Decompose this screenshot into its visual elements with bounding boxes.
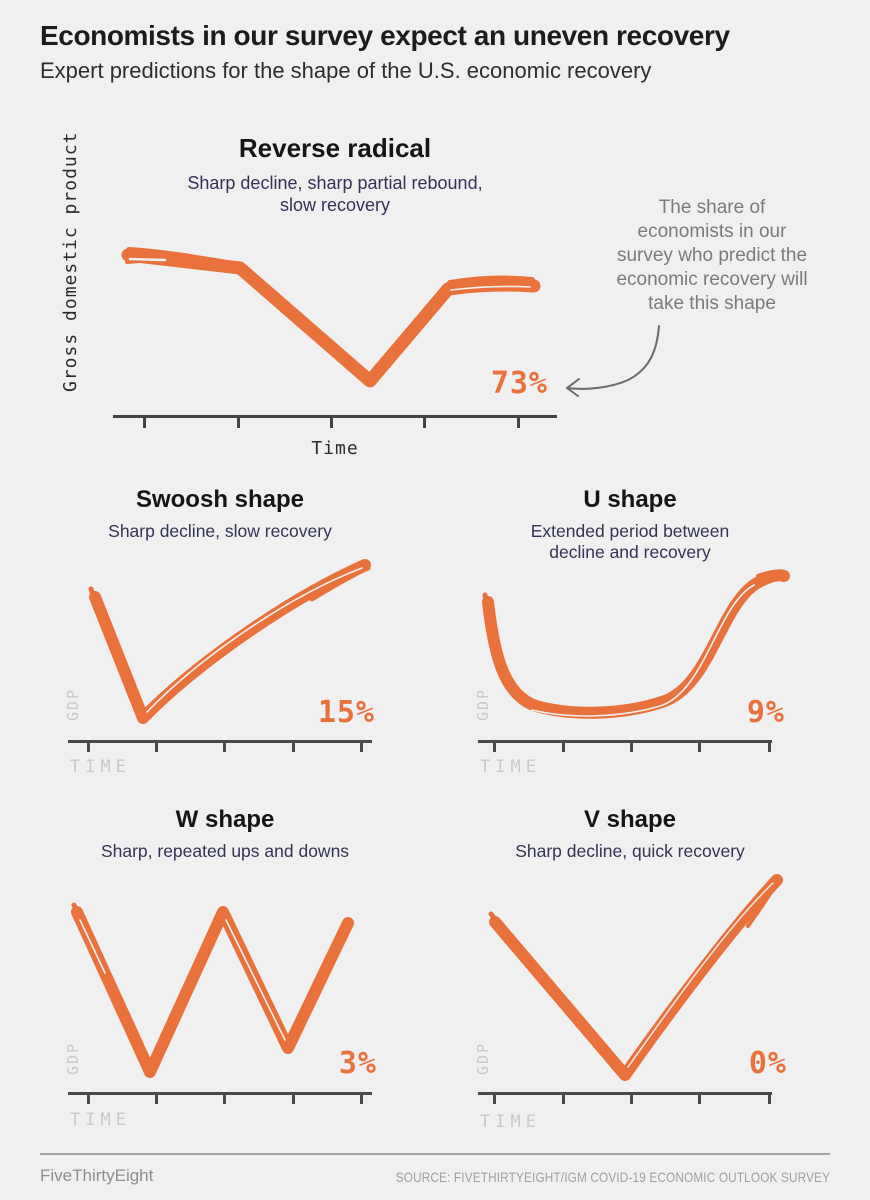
axis-tick xyxy=(630,743,633,752)
swoosh-y-axis-label: GDP xyxy=(64,687,82,721)
footer-divider xyxy=(40,1153,830,1155)
u-y-axis-label: GDP xyxy=(474,687,492,721)
axis-tick xyxy=(768,1095,771,1104)
w-chart-subtitle: Sharp, repeated ups and downs xyxy=(100,841,350,861)
w-share-value: 3% xyxy=(338,1046,377,1081)
w-y-axis-label: GDP xyxy=(64,1041,82,1075)
axis-tick xyxy=(292,743,295,752)
axis-tick xyxy=(630,1095,633,1104)
u-chart-title: U shape xyxy=(583,486,677,513)
reverse-radical-curve xyxy=(121,247,541,388)
main-chart-share-value: 73% xyxy=(490,366,548,401)
v-y-axis-label: GDP xyxy=(474,1041,492,1075)
main-chart-title: Reverse radical xyxy=(238,133,432,163)
axis-tick xyxy=(143,418,146,428)
w-chart-title: W shape xyxy=(175,806,275,833)
swoosh-x-axis xyxy=(68,740,372,752)
v-x-axis-label: TIME xyxy=(480,1112,541,1132)
axis-tick xyxy=(360,743,363,752)
w-curve xyxy=(71,902,354,1078)
axis-tick xyxy=(292,1095,295,1104)
annotation-arrow-icon xyxy=(566,325,660,397)
axis-tick xyxy=(223,743,226,752)
axis-tick xyxy=(493,743,496,752)
swoosh-x-axis-label: TIME xyxy=(70,757,131,777)
u-x-axis-label: TIME xyxy=(480,757,541,777)
axis-tick xyxy=(517,418,520,428)
v-chart-subtitle: Sharp decline, quick recovery xyxy=(515,841,745,861)
swoosh-chart-title: Swoosh shape xyxy=(135,486,305,513)
v-share-value: 0% xyxy=(748,1046,787,1081)
axis-tick xyxy=(698,743,701,752)
axis-tick xyxy=(330,418,333,428)
w-x-axis-label: TIME xyxy=(70,1110,131,1130)
main-chart-y-axis-label: Gross domestic product xyxy=(60,131,81,393)
share-annotation: The share of economists in our survey wh… xyxy=(616,197,808,314)
axis-tick xyxy=(155,1095,158,1104)
axis-tick xyxy=(768,743,771,752)
v-chart-title: V shape xyxy=(583,806,677,833)
axis-tick xyxy=(237,418,240,428)
main-chart-x-axis xyxy=(113,415,557,428)
main-chart-subtitle: Sharp decline, sharp partial rebound, sl… xyxy=(187,173,483,215)
swoosh-chart-subtitle: Sharp decline, slow recovery xyxy=(108,521,332,541)
axis-tick xyxy=(155,743,158,752)
page-subtitle: Expert predictions for the shape of the … xyxy=(40,58,652,83)
axis-tick xyxy=(223,1095,226,1104)
axis-tick xyxy=(493,1095,496,1104)
swoosh-curve xyxy=(88,559,371,724)
axis-tick xyxy=(423,418,426,428)
footer-source: SOURCE: FIVETHIRTYEIGHT/IGM COVID-19 ECO… xyxy=(395,1169,830,1185)
u-curve xyxy=(482,569,790,719)
footer-brand: FiveThirtyEight xyxy=(40,1166,154,1185)
axis-tick xyxy=(360,1095,363,1104)
u-x-axis xyxy=(478,740,772,752)
swoosh-share-value: 15% xyxy=(317,695,375,730)
axis-tick xyxy=(87,1095,90,1104)
page-title: Economists in our survey expect an uneve… xyxy=(40,20,730,51)
v-curve xyxy=(488,874,783,1081)
v-x-axis xyxy=(478,1092,772,1104)
axis-tick xyxy=(698,1095,701,1104)
u-chart-subtitle: Extended period between decline and reco… xyxy=(530,521,730,562)
w-x-axis xyxy=(68,1092,372,1104)
axis-tick xyxy=(562,743,565,752)
u-share-value: 9% xyxy=(746,695,785,730)
axis-tick xyxy=(87,743,90,752)
axis-tick xyxy=(562,1095,565,1104)
main-chart-x-axis-label: Time xyxy=(311,438,359,459)
